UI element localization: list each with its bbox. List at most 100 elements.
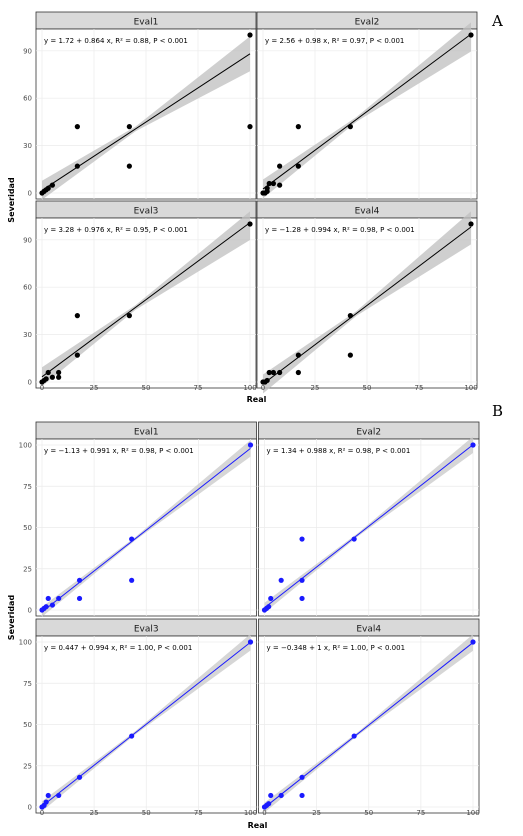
panel-letter-a: A: [492, 12, 503, 30]
data-point: [266, 180, 272, 187]
data-point: [347, 352, 353, 358]
data-point: [277, 163, 283, 169]
facet-b-2: Eval2 y = 1.34 + 0.988 x, R² = 0.98, P < …: [258, 421, 480, 617]
y-tick-label: 90: [23, 236, 32, 244]
facet-title: Eval3: [134, 207, 159, 217]
confidence-band: [42, 634, 251, 812]
facet-b-1: Eval1 y = −1.13 + 0.991 x, R² = 0.98, P <…: [19, 421, 257, 617]
data-point: [351, 733, 357, 739]
x-tick-label: 25: [312, 809, 321, 817]
x-tick-label: 75: [194, 809, 203, 817]
x-tick-label: 75: [416, 809, 425, 817]
equation-label: y = 3.28 + 0.976 x, R² = 0.95, P < 0.001: [44, 226, 188, 234]
confidence-band: [42, 211, 250, 387]
x-tick-label: 50: [364, 809, 373, 817]
y-tick-label: 0: [28, 607, 32, 615]
data-point: [74, 352, 80, 358]
x-tick-label: 25: [90, 809, 99, 817]
facet-title: Eval4: [356, 625, 381, 635]
data-point: [299, 774, 305, 780]
data-point: [76, 774, 83, 780]
y-tick-label: 30: [23, 142, 32, 150]
data-point: [470, 639, 476, 645]
regression-line: [262, 226, 472, 385]
y-tick-label: 60: [23, 284, 32, 292]
data-point: [347, 313, 353, 319]
data-point: [126, 163, 132, 169]
data-point: [56, 374, 62, 380]
y-tick-label: 50: [23, 524, 32, 532]
data-point: [270, 369, 276, 376]
regression-line: [264, 444, 474, 609]
facet-a-4: Eval4 y = −1.28 + 0.994 x, R² = 0.98, P <…: [256, 200, 478, 394]
data-point: [270, 180, 276, 187]
data-point: [264, 185, 270, 191]
data-point: [247, 32, 253, 38]
data-point: [277, 369, 283, 376]
facet-a-2: Eval2 y = 2.56 + 0.98 x, R² = 0.97, P < 0…: [256, 11, 478, 200]
data-point: [74, 163, 80, 169]
x-axis-label: Real: [247, 395, 267, 404]
data-point: [278, 577, 284, 583]
data-point: [56, 595, 62, 602]
x-tick-label: 0: [262, 809, 266, 817]
equation-label: y = 2.56 + 0.98 x, R² = 0.97, P < 0.001: [265, 37, 404, 45]
data-point: [56, 792, 62, 799]
y-tick-label: 100: [19, 639, 32, 647]
equation-label: y = 0.447 + 0.994 x, R² = 1.00, P < 0.00…: [44, 644, 192, 652]
data-point: [247, 442, 254, 448]
regression-line: [262, 33, 472, 190]
x-tick-label: 100: [466, 809, 479, 817]
data-point: [56, 369, 62, 376]
x-tick-label: 25: [311, 384, 320, 392]
data-point: [45, 185, 51, 191]
equation-label: y = −1.28 + 0.994 x, R² = 0.98, P < 0.00…: [265, 226, 415, 234]
data-point: [264, 377, 270, 384]
y-tick-label: 50: [23, 721, 32, 729]
x-tick-label: 50: [363, 384, 372, 392]
equation-label: y = −0.348 + 1 x, R² = 1.00, P < 0.001: [267, 644, 406, 652]
equation-label: y = −1.13 + 0.991 x, R² = 0.98, P < 0.00…: [44, 447, 194, 455]
data-point: [266, 801, 272, 807]
data-point: [266, 369, 272, 376]
data-point: [278, 792, 284, 799]
x-tick-label: 50: [142, 809, 151, 817]
facet-title: Eval3: [134, 625, 159, 635]
y-tick-label: 75: [23, 680, 32, 688]
confidence-band: [42, 36, 250, 200]
data-point: [247, 639, 254, 645]
regression-line: [41, 447, 251, 613]
facet-b-3: Eval3 y = 0.447 + 0.994 x, R² = 1.00, P <…: [19, 618, 257, 817]
confidence-band: [42, 440, 251, 617]
data-point: [43, 799, 49, 805]
y-tick-label: 60: [23, 95, 32, 103]
chart-a: Eval1 y = 1.72 + 0.864 x, R² = 0.88, P < …: [7, 11, 478, 404]
data-point: [295, 352, 301, 358]
data-point: [129, 536, 135, 542]
data-point: [299, 595, 305, 602]
data-point: [45, 595, 51, 602]
data-point: [49, 374, 56, 380]
y-axis-label: Severidad: [7, 177, 16, 223]
x-tick-label: 0: [40, 809, 44, 817]
x-tick-label: 0: [40, 384, 44, 392]
data-point: [74, 313, 80, 319]
equation-label: y = 1.34 + 0.988 x, R² = 0.98, P < 0.001: [267, 447, 411, 455]
data-point: [129, 577, 135, 583]
data-point: [247, 124, 253, 130]
y-tick-label: 25: [23, 565, 32, 573]
data-point: [74, 124, 80, 130]
data-point: [49, 182, 56, 188]
y-tick-label: 30: [23, 331, 32, 339]
chart-b: Eval1 y = −1.13 + 0.991 x, R² = 0.98, P <…: [7, 421, 480, 830]
data-point: [277, 182, 283, 188]
facet-a-3: Eval3 y = 3.28 + 0.976 x, R² = 0.95, P < …: [23, 200, 257, 392]
facet-title: Eval1: [134, 18, 159, 28]
data-point: [347, 124, 353, 130]
data-point: [45, 792, 51, 799]
regression-line: [41, 641, 251, 807]
data-point: [468, 221, 474, 227]
facet-b-4: Eval4 y = −0.348 + 1 x, R² = 1.00, P < 0.…: [258, 618, 480, 817]
data-point: [468, 32, 474, 38]
